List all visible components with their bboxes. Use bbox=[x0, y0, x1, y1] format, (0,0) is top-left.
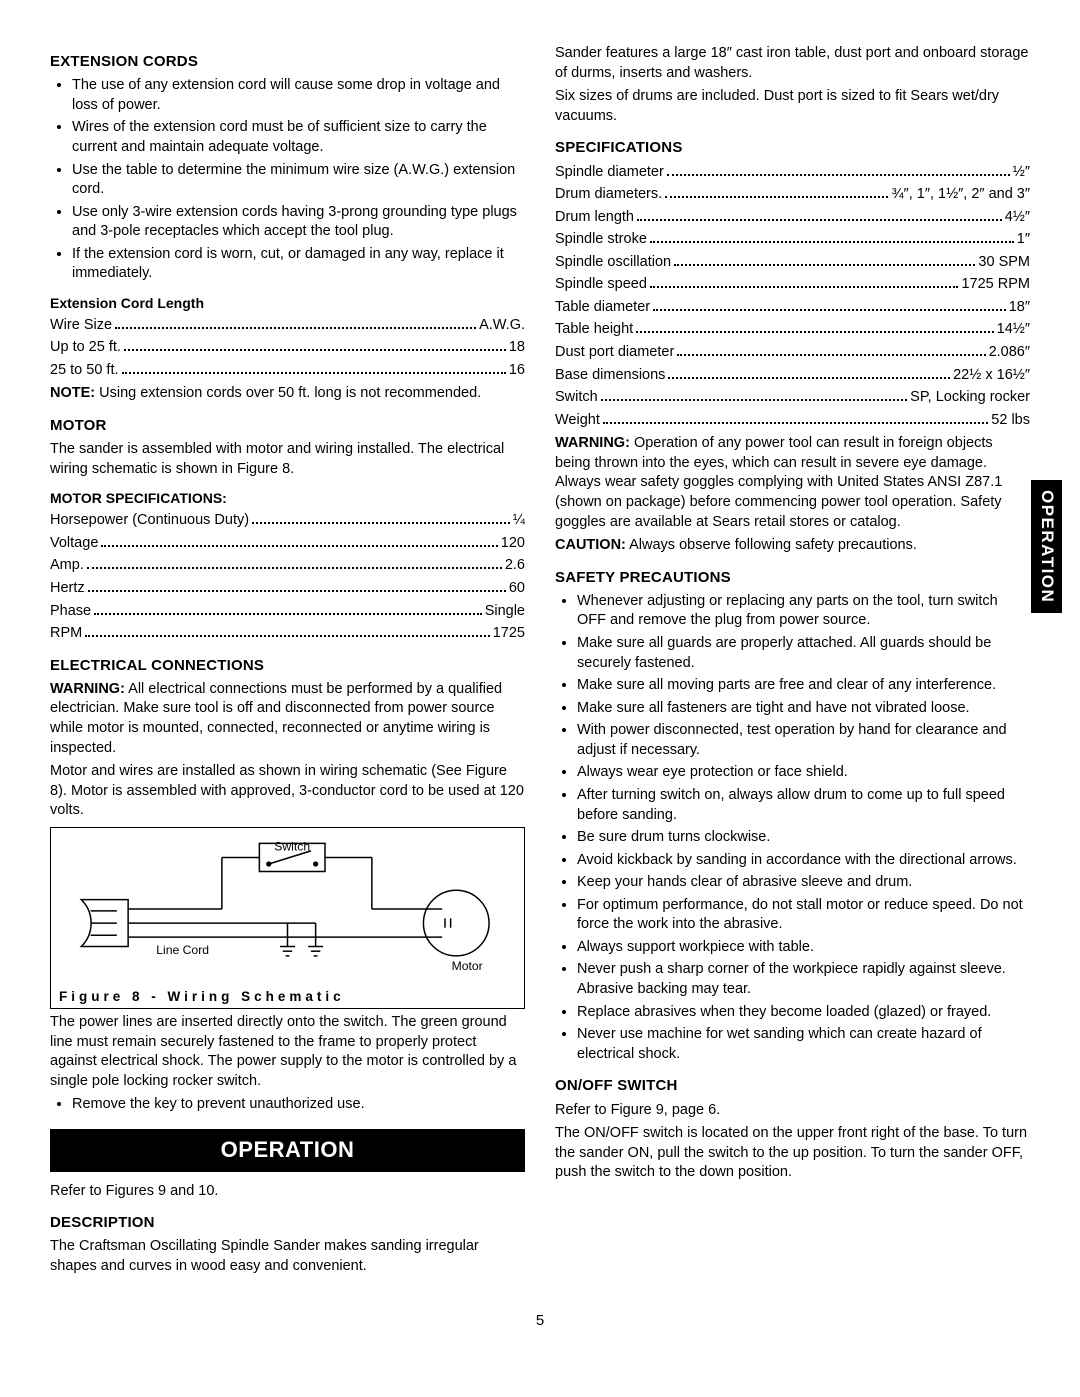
spec-row: Spindle oscillation30 SPM bbox=[555, 253, 1030, 273]
svg-text:Switch: Switch bbox=[274, 839, 310, 853]
spec-row: Spindle stroke1″ bbox=[555, 230, 1030, 250]
list-item: Never push a sharp corner of the workpie… bbox=[577, 960, 1030, 999]
spec-row: 25 to 50 ft.16 bbox=[50, 361, 525, 381]
spec-row: PhaseSingle bbox=[50, 602, 525, 622]
list-item: Avoid kickback by sanding in accordance … bbox=[577, 851, 1030, 871]
onoff-heading: ON/OFF SWITCH bbox=[555, 1076, 1030, 1096]
list-item: Make sure all moving parts are free and … bbox=[577, 676, 1030, 696]
spec-warning: WARNING: Operation of any power tool can… bbox=[555, 434, 1030, 532]
spec-row: Weight52 lbs bbox=[555, 411, 1030, 431]
intro-1: Sander features a large 18″ cast iron ta… bbox=[555, 44, 1030, 83]
ext-note: NOTE: Using extension cords over 50 ft. … bbox=[50, 384, 525, 404]
operation-bar: OPERATION bbox=[50, 1129, 525, 1172]
list-item: If the extension cord is worn, cut, or d… bbox=[72, 245, 525, 284]
description-heading: DESCRIPTION bbox=[50, 1213, 525, 1233]
spec-row: RPM1725 bbox=[50, 624, 525, 644]
page-number: 5 bbox=[50, 1311, 1030, 1331]
list-item: After turning switch on, always allow dr… bbox=[577, 786, 1030, 825]
list-item: Wires of the extension cord must be of s… bbox=[72, 118, 525, 157]
spec-row: SwitchSP, Locking rocker bbox=[555, 388, 1030, 408]
right-column: Sander features a large 18″ cast iron ta… bbox=[555, 40, 1030, 1281]
spec-row: Amp.2.6 bbox=[50, 556, 525, 576]
list-item: For optimum performance, do not stall mo… bbox=[577, 896, 1030, 935]
spec-row: Voltage120 bbox=[50, 534, 525, 554]
spec-row: Spindle speed1725 RPM bbox=[555, 275, 1030, 295]
description-p: The Craftsman Oscillating Spindle Sander… bbox=[50, 1237, 525, 1276]
motor-spec-heading: MOTOR SPECIFICATIONS: bbox=[50, 489, 525, 508]
spec-row: Up to 25 ft.18 bbox=[50, 338, 525, 358]
spec-row: Base dimensions22½ x 16½″ bbox=[555, 366, 1030, 386]
list-item: Make sure all guards are properly attach… bbox=[577, 634, 1030, 673]
list-item: Make sure all fasteners are tight and ha… bbox=[577, 699, 1030, 719]
svg-text:Motor: Motor bbox=[452, 959, 483, 973]
list-item: Never use machine for wet sanding which … bbox=[577, 1025, 1030, 1064]
figure-8-box: Switch Line Cord Motor Figure 8 - Wiring… bbox=[50, 827, 525, 1009]
motor-heading: MOTOR bbox=[50, 416, 525, 436]
spec-row: Dust port diameter2.086″ bbox=[555, 343, 1030, 363]
side-tab-operation: OPERATION bbox=[1031, 480, 1062, 613]
specifications-table: Spindle diameter½″Drum diameters.¾″, 1″,… bbox=[555, 163, 1030, 431]
motor-spec-table: Horsepower (Continuous Duty)¼ Voltage120A… bbox=[50, 511, 525, 643]
elec-p2: Motor and wires are installed as shown i… bbox=[50, 762, 525, 821]
spec-row: Wire SizeA.W.G. bbox=[50, 316, 525, 336]
list-item: Use the table to determine the minimum w… bbox=[72, 161, 525, 200]
left-column: EXTENSION CORDS The use of any extension… bbox=[50, 40, 525, 1281]
spec-caution: CAUTION: Always observe following safety… bbox=[555, 536, 1030, 556]
elec-p3: The power lines are inserted directly on… bbox=[50, 1013, 525, 1091]
ext-cord-length-heading: Extension Cord Length bbox=[50, 294, 525, 313]
list-item: Always wear eye protection or face shiel… bbox=[577, 763, 1030, 783]
extension-cords-heading: EXTENSION CORDS bbox=[50, 52, 525, 72]
ext-cord-table: Wire SizeA.W.G.Up to 25 ft.18 25 to 50 ft… bbox=[50, 316, 525, 381]
motor-paragraph: The sander is assembled with motor and w… bbox=[50, 440, 525, 479]
two-column-layout: EXTENSION CORDS The use of any extension… bbox=[50, 40, 1030, 1281]
electrical-heading: ELECTRICAL CONNECTIONS bbox=[50, 656, 525, 676]
svg-text:Line Cord: Line Cord bbox=[156, 943, 209, 957]
spec-row: Hertz60 bbox=[50, 579, 525, 599]
wiring-schematic-icon: Switch Line Cord Motor bbox=[59, 834, 516, 984]
intro-2: Six sizes of drums are included. Dust po… bbox=[555, 87, 1030, 126]
list-item: Keep your hands clear of abrasive sleeve… bbox=[577, 873, 1030, 893]
elec-bullet: Remove the key to prevent unauthorized u… bbox=[50, 1095, 525, 1115]
onoff-p: The ON/OFF switch is located on the uppe… bbox=[555, 1124, 1030, 1183]
figure-caption: Figure 8 - Wiring Schematic bbox=[59, 988, 516, 1006]
specifications-heading: SPECIFICATIONS bbox=[555, 138, 1030, 158]
safety-heading: SAFETY PRECAUTIONS bbox=[555, 568, 1030, 588]
spec-row: Table diameter18″ bbox=[555, 298, 1030, 318]
list-item: The use of any extension cord will cause… bbox=[72, 76, 525, 115]
spec-row: Drum length4½″ bbox=[555, 208, 1030, 228]
list-item: With power disconnected, test operation … bbox=[577, 721, 1030, 760]
spec-row: Drum diameters.¾″, 1″, 1½″, 2″ and 3″ bbox=[555, 185, 1030, 205]
list-item: Use only 3-wire extension cords having 3… bbox=[72, 203, 525, 242]
safety-list: Whenever adjusting or replacing any part… bbox=[555, 592, 1030, 1064]
list-item: Whenever adjusting or replacing any part… bbox=[577, 592, 1030, 631]
elec-warning: WARNING: All electrical connections must… bbox=[50, 680, 525, 758]
list-item: Remove the key to prevent unauthorized u… bbox=[72, 1095, 525, 1115]
list-item: Replace abrasives when they become loade… bbox=[577, 1003, 1030, 1023]
spec-row: Spindle diameter½″ bbox=[555, 163, 1030, 183]
list-item: Be sure drum turns clockwise. bbox=[577, 828, 1030, 848]
spec-row: Horsepower (Continuous Duty)¼ bbox=[50, 511, 525, 531]
refer-figures: Refer to Figures 9 and 10. bbox=[50, 1182, 525, 1202]
list-item: Always support workpiece with table. bbox=[577, 938, 1030, 958]
onoff-refer: Refer to Figure 9, page 6. bbox=[555, 1101, 1030, 1121]
spec-row: Table height14½″ bbox=[555, 320, 1030, 340]
extension-cords-list: The use of any extension cord will cause… bbox=[50, 76, 525, 284]
